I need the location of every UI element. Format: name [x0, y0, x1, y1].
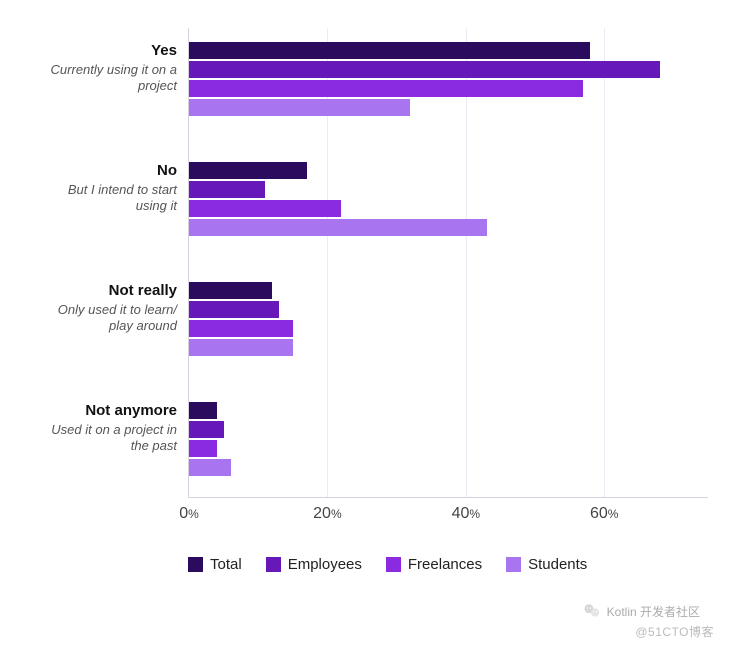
bar	[189, 402, 217, 419]
x-tick-label: 0%	[179, 497, 199, 523]
legend-item: Total	[188, 556, 242, 573]
legend-item: Freelances	[386, 556, 482, 573]
bar	[189, 421, 224, 438]
legend-swatch	[386, 557, 401, 572]
category-title: Not anymore	[39, 402, 177, 420]
bar	[189, 282, 272, 299]
legend-label: Employees	[288, 556, 362, 573]
watermark: Kotlin 开发者社区	[583, 602, 700, 620]
category-group: NoBut I intend to start using it	[189, 162, 708, 238]
category-label: Not anymore Used it on a project in the p…	[39, 402, 189, 455]
watermark-text: Kotlin 开发者社区	[607, 603, 700, 620]
bar	[189, 61, 660, 78]
legend-label: Total	[210, 556, 242, 573]
bar	[189, 42, 590, 59]
x-tick-label: 20%	[313, 497, 341, 523]
legend: Total Employees Freelances Students	[188, 556, 704, 573]
category-title: Not really	[39, 282, 177, 300]
category-title: Yes	[39, 42, 177, 60]
plot-area: 0%20%40%60%YesCurrently using it on a pr…	[188, 28, 708, 498]
bar	[189, 320, 293, 337]
legend-label: Freelances	[408, 556, 482, 573]
bar	[189, 181, 265, 198]
legend-item: Employees	[266, 556, 362, 573]
bar	[189, 440, 217, 457]
x-tick-label: 60%	[590, 497, 618, 523]
category-label: Yes Currently using it on a project	[39, 42, 189, 95]
legend-swatch	[188, 557, 203, 572]
bar	[189, 99, 410, 116]
bar	[189, 80, 583, 97]
category-label: Not really Only used it to learn/ play ar…	[39, 282, 189, 335]
legend-swatch	[266, 557, 281, 572]
category-group: Not reallyOnly used it to learn/ play ar…	[189, 282, 708, 358]
category-subtitle: Used it on a project in the past	[39, 422, 177, 455]
wechat-icon	[583, 602, 601, 620]
category-subtitle: But I intend to start using it	[39, 182, 177, 215]
x-tick-label: 40%	[452, 497, 480, 523]
bar	[189, 339, 293, 356]
bar	[189, 200, 341, 217]
bar	[189, 219, 487, 236]
watermark-secondary: @51CTO博客	[635, 623, 714, 640]
category-subtitle: Currently using it on a project	[39, 62, 177, 95]
legend-swatch	[506, 557, 521, 572]
bar-chart: 0%20%40%60%YesCurrently using it on a pr…	[38, 28, 708, 498]
category-title: No	[39, 162, 177, 180]
bar	[189, 301, 279, 318]
bar	[189, 162, 307, 179]
category-group: Not anymoreUsed it on a project in the p…	[189, 402, 708, 478]
legend-item: Students	[506, 556, 587, 573]
bar	[189, 459, 231, 476]
category-group: YesCurrently using it on a project	[189, 42, 708, 118]
category-label: No But I intend to start using it	[39, 162, 189, 215]
legend-label: Students	[528, 556, 587, 573]
category-subtitle: Only used it to learn/ play around	[39, 302, 177, 335]
